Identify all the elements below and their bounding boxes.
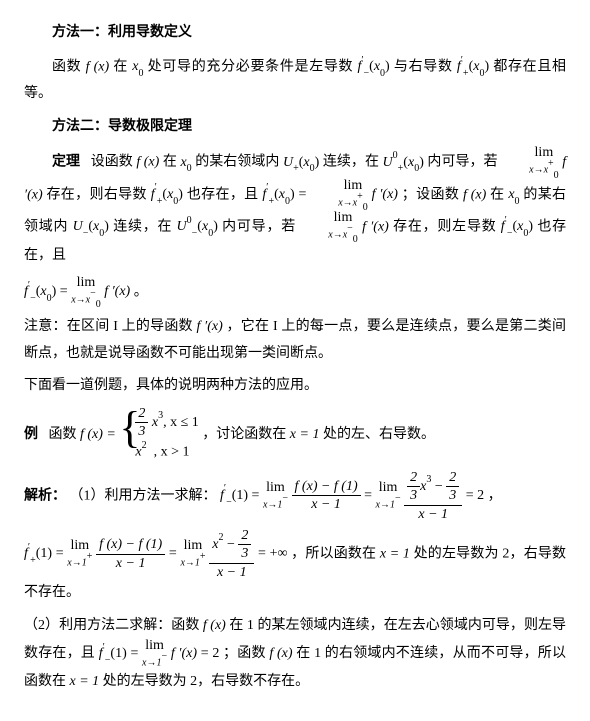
t: 连续，在 bbox=[323, 155, 383, 170]
t: ；设函数 bbox=[402, 187, 463, 202]
t: 函数 bbox=[52, 59, 86, 74]
t: 内可导，若 bbox=[222, 219, 300, 234]
fx: f (x) bbox=[463, 187, 486, 202]
t: 内可导，若 bbox=[427, 155, 501, 170]
lim-xto-x0p: lim x→x+0 bbox=[501, 146, 559, 178]
t: 在 bbox=[490, 187, 508, 202]
U0plus: U0+(x0) bbox=[383, 155, 424, 170]
t: 存在，则左导数 bbox=[393, 219, 501, 234]
t: （1）利用方法一求解： bbox=[70, 488, 217, 503]
fprime-x: f ′(x) bbox=[197, 319, 223, 334]
eq-fminus: f′−(x0) = lim x→x−0 f ′(x) bbox=[24, 284, 134, 299]
t: 在 bbox=[163, 155, 181, 170]
t: 函数 bbox=[49, 427, 81, 442]
t: 。 bbox=[134, 284, 148, 299]
t: （2）利用方法二求解：函数 bbox=[24, 618, 203, 633]
t: 与右导数 bbox=[394, 59, 457, 74]
Uminus: U−(x0) bbox=[73, 219, 109, 234]
t: 也存在，且 bbox=[187, 187, 263, 202]
method2-title: 方法二：导数极限定理 bbox=[24, 114, 566, 141]
xeq1: x = 1 bbox=[70, 674, 100, 689]
t: ；函数 bbox=[223, 646, 269, 661]
fplus-x0: f′+(x0) bbox=[457, 59, 493, 74]
fx: f (x) bbox=[86, 59, 110, 74]
t: 的某右领域内 bbox=[195, 155, 283, 170]
t: 在 bbox=[113, 59, 132, 74]
t: ，讨论函数在 bbox=[202, 427, 290, 442]
note-body2: 下面看一道例题，具体的说明两种方法的应用。 bbox=[24, 373, 566, 400]
solution-1: 解析： （1）利用方法一求解： f′−(1) = lim x→1− f (x) … bbox=[24, 470, 566, 522]
fminus-x0b: f′−(x0) bbox=[501, 219, 538, 234]
eq-fplus: f′+(x0) = lim x→x+0 f ′(x) bbox=[262, 187, 401, 202]
solution-2: （2）利用方法二求解：函数 f (x) 在 1 的某左领域内连续，在左去心领域内… bbox=[24, 613, 566, 696]
fx: f (x) bbox=[203, 618, 226, 633]
note-body: 注意：在区间 I 上的导函数 f ′(x) ，它在 I 上的每一点，要么是连续点… bbox=[24, 314, 566, 367]
Uplus: U+(x0) bbox=[283, 155, 319, 170]
theorem-body: 定理 设函数 f (x) 在 x0 的某右领域内 U+(x0) 连续，在 U0+… bbox=[24, 146, 566, 270]
method1-body: 函数 f (x) 在 x0 处可导的充分必要条件是左导数 f′−(x0) 与右导… bbox=[24, 53, 566, 108]
theorem-label: 定理 bbox=[52, 155, 80, 170]
fprime-x: f ′(x) bbox=[362, 219, 389, 234]
xeq1: x = 1 bbox=[380, 546, 410, 561]
U0minus: U0−(x0) bbox=[177, 219, 218, 234]
fminus1-eq2: f′−(1) = lim x→1− f ′(x) = 2 bbox=[99, 646, 223, 661]
example-label: 例 bbox=[24, 427, 38, 442]
t: 注意：在区间 I 上的导函数 bbox=[24, 319, 197, 334]
t: ， bbox=[488, 488, 502, 503]
t: 处的左导数为 2，右导数不存在。 bbox=[103, 674, 310, 689]
fplus-1-expr: f′+(1) = lim x→1+ f (x) − f (1) x − 1 = … bbox=[24, 546, 291, 561]
t: 处的左、右导数。 bbox=[323, 427, 435, 442]
piecewise: { 23 x3, x ≤ 1 x2 , x > 1 bbox=[119, 406, 198, 464]
example-body: 例 函数 f (x) = { 23 x3, x ≤ 1 x2 , x > 1 ，… bbox=[24, 406, 566, 464]
fx-eq: f (x) = bbox=[80, 427, 119, 442]
x0: x0 bbox=[508, 187, 519, 202]
x0: x0 bbox=[132, 59, 143, 74]
fminus-x0: f′−(x0) bbox=[357, 59, 393, 74]
fx: f (x) bbox=[269, 646, 292, 661]
theorem-eq-standalone: f′−(x0) = lim x→x−0 f ′(x) 。 bbox=[24, 276, 566, 308]
xeq1: x = 1 bbox=[290, 427, 320, 442]
lim-xto-x0m: lim x→x−0 bbox=[300, 211, 358, 243]
t: 连续，在 bbox=[113, 219, 176, 234]
solution-1b: f′+(1) = lim x→1+ f (x) − f (1) x − 1 = … bbox=[24, 528, 566, 607]
fminus-1-expr: f′−(1) = lim x→1− f (x) − f (1) x − 1 = … bbox=[220, 488, 488, 503]
fx: f (x) bbox=[136, 155, 159, 170]
t: 处可导的充分必要条件是左导数 bbox=[148, 59, 358, 74]
x0: x0 bbox=[180, 155, 191, 170]
t: 存在，则右导数 bbox=[46, 187, 150, 202]
t: 设函数 bbox=[91, 155, 137, 170]
t: ，所以函数在 bbox=[291, 546, 380, 561]
solution-label: 解析： bbox=[24, 488, 66, 503]
fplus-x0b: f′+(x0) bbox=[151, 187, 187, 202]
method1-title: 方法一：利用导数定义 bbox=[24, 20, 566, 47]
